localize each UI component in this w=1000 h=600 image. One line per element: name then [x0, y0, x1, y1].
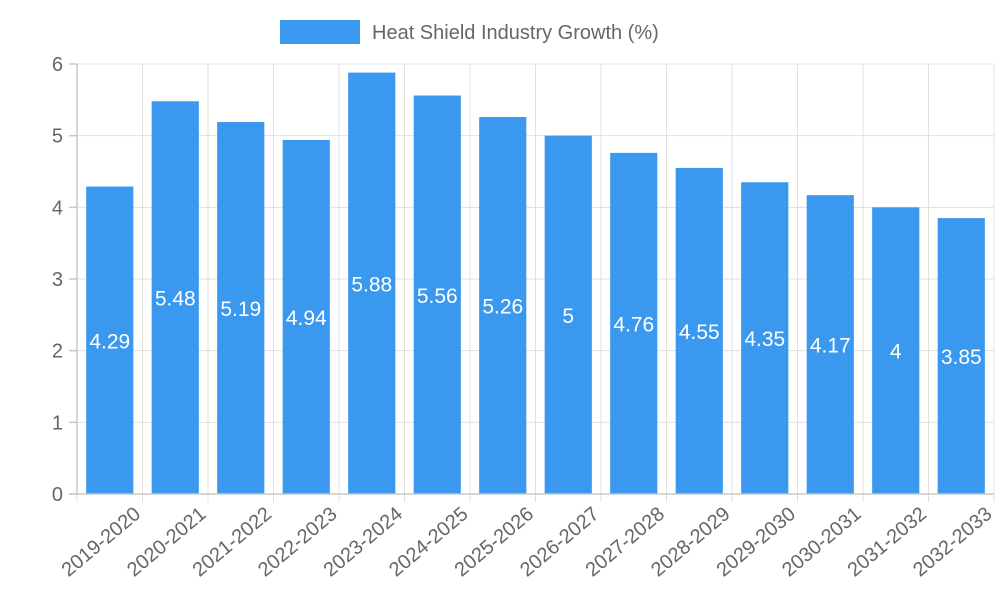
bar-value-label: 5.48	[155, 288, 196, 311]
bar[interactable]	[872, 207, 920, 495]
bar[interactable]	[544, 135, 592, 494]
legend-label: Heat Shield Industry Growth (%)	[372, 22, 659, 44]
bar[interactable]	[806, 195, 854, 494]
bar-value-label: 4.55	[679, 321, 720, 344]
bar-value-label: 4.94	[286, 307, 327, 330]
bar-value-label: 4.35	[744, 328, 785, 351]
y-tick-label: 6	[52, 54, 63, 76]
bar[interactable]	[151, 101, 199, 495]
bars	[86, 72, 985, 495]
y-tick-label: 3	[52, 269, 63, 291]
data-labels: 4.29 5.48 5.19 4.94 5.88 5.56 5.26 5 4.76 4.55 4.3…	[89, 273, 981, 369]
y-tick-label: 5	[52, 126, 63, 148]
bar[interactable]	[282, 139, 330, 494]
bar-value-label: 4	[890, 341, 902, 364]
x-axis-ticks: 2019-20202020-20212021-20222022-20232023…	[58, 503, 997, 581]
bar-value-label: 5.88	[351, 273, 392, 296]
bar[interactable]	[610, 152, 658, 494]
y-tick-label: 4	[52, 197, 63, 219]
bar-value-label: 4.17	[810, 335, 851, 358]
y-tick-label: 0	[52, 484, 63, 506]
bar[interactable]	[937, 218, 985, 495]
bar[interactable]	[217, 122, 265, 495]
bar-value-label: 4.29	[89, 330, 130, 353]
legend[interactable]: Heat Shield Industry Growth (%)	[280, 20, 659, 44]
legend-swatch	[280, 20, 360, 44]
y-axis-ticks: 0 1 2 3 4 5 6	[52, 54, 63, 506]
bar[interactable]	[479, 117, 527, 495]
axes	[69, 63, 994, 495]
bar[interactable]	[413, 95, 461, 495]
bar-value-label: 4.76	[613, 313, 654, 336]
y-tick-label: 2	[52, 341, 63, 363]
bar-value-label: 3.85	[941, 346, 982, 369]
y-tick-label: 1	[52, 412, 63, 434]
bar-value-label: 5.56	[417, 285, 458, 308]
bar-value-label: 5	[562, 305, 574, 328]
gridlines	[76, 63, 995, 502]
bar[interactable]	[86, 186, 134, 495]
bar-value-label: 5.19	[220, 298, 261, 321]
bar[interactable]	[675, 167, 723, 494]
bar[interactable]	[741, 182, 789, 494]
bar[interactable]	[348, 72, 396, 494]
bar-value-label: 5.26	[482, 296, 523, 319]
